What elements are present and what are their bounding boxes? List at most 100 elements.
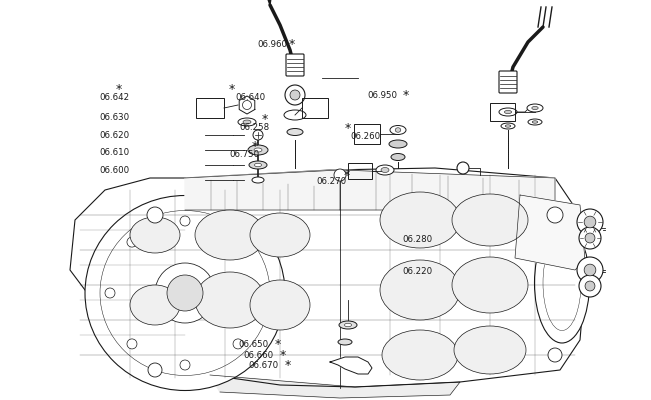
Ellipse shape: [243, 120, 251, 124]
Circle shape: [127, 339, 137, 349]
Text: 06.620: 06.620: [99, 131, 129, 140]
Circle shape: [285, 85, 305, 105]
Text: 06.280: 06.280: [402, 235, 432, 244]
Circle shape: [180, 360, 190, 370]
Ellipse shape: [85, 196, 285, 390]
Circle shape: [255, 288, 265, 298]
Text: *: *: [251, 140, 258, 153]
Circle shape: [548, 348, 562, 362]
Circle shape: [105, 288, 115, 298]
Circle shape: [147, 207, 163, 223]
Circle shape: [457, 162, 469, 174]
Ellipse shape: [389, 140, 407, 148]
Text: *: *: [345, 122, 352, 135]
Ellipse shape: [376, 165, 394, 175]
Text: 06.220: 06.220: [402, 267, 432, 276]
Ellipse shape: [339, 321, 357, 329]
Polygon shape: [239, 96, 255, 114]
FancyBboxPatch shape: [499, 71, 517, 93]
Ellipse shape: [505, 110, 512, 114]
Ellipse shape: [452, 257, 528, 313]
Ellipse shape: [287, 128, 303, 136]
FancyBboxPatch shape: [286, 54, 304, 76]
Circle shape: [547, 207, 563, 223]
Ellipse shape: [391, 154, 405, 160]
Text: *: *: [285, 359, 292, 372]
Ellipse shape: [255, 163, 262, 167]
Text: *: *: [344, 169, 350, 182]
Ellipse shape: [250, 213, 310, 257]
Ellipse shape: [382, 330, 458, 380]
Text: 06.960: 06.960: [257, 40, 287, 49]
Ellipse shape: [527, 104, 543, 112]
Text: *: *: [288, 38, 295, 51]
Circle shape: [577, 209, 603, 235]
Ellipse shape: [249, 161, 267, 169]
Ellipse shape: [454, 326, 526, 374]
Ellipse shape: [195, 272, 265, 328]
Text: 06.750: 06.750: [229, 150, 259, 159]
Text: *: *: [262, 114, 268, 126]
Polygon shape: [340, 170, 555, 210]
Ellipse shape: [250, 280, 310, 330]
Text: 06.650: 06.650: [238, 340, 268, 349]
Ellipse shape: [130, 285, 180, 325]
Circle shape: [334, 169, 346, 181]
Ellipse shape: [533, 121, 538, 123]
Text: *: *: [280, 349, 286, 362]
Ellipse shape: [501, 123, 515, 129]
Ellipse shape: [284, 110, 306, 120]
Circle shape: [579, 275, 601, 297]
Ellipse shape: [252, 177, 264, 183]
Circle shape: [155, 263, 215, 323]
Polygon shape: [515, 195, 585, 270]
Ellipse shape: [499, 108, 517, 116]
Text: 06.270: 06.270: [316, 177, 346, 186]
Text: 06.630: 06.630: [99, 113, 129, 122]
Ellipse shape: [381, 168, 389, 172]
Ellipse shape: [532, 106, 538, 110]
Text: *: *: [275, 338, 281, 351]
Circle shape: [577, 257, 603, 283]
Ellipse shape: [338, 339, 352, 345]
Ellipse shape: [452, 194, 528, 246]
Circle shape: [290, 90, 300, 100]
Ellipse shape: [505, 125, 511, 127]
Ellipse shape: [534, 223, 590, 343]
Polygon shape: [70, 168, 585, 387]
Text: *: *: [116, 83, 122, 96]
Circle shape: [584, 264, 596, 276]
Circle shape: [585, 281, 595, 291]
Circle shape: [233, 237, 243, 247]
Circle shape: [127, 237, 137, 247]
Ellipse shape: [380, 260, 460, 320]
Ellipse shape: [195, 210, 265, 260]
Ellipse shape: [390, 126, 406, 134]
Circle shape: [253, 130, 263, 140]
Circle shape: [167, 275, 203, 311]
Text: 06.600: 06.600: [99, 166, 129, 175]
Ellipse shape: [344, 323, 352, 327]
Polygon shape: [210, 375, 460, 398]
Circle shape: [180, 216, 190, 226]
Text: 06.660: 06.660: [243, 351, 273, 360]
Text: *: *: [402, 89, 409, 102]
Text: 06.260: 06.260: [350, 132, 380, 141]
Text: 06.640: 06.640: [236, 93, 266, 102]
Circle shape: [233, 339, 243, 349]
Text: 06.610: 06.610: [99, 148, 129, 157]
Text: 06.670: 06.670: [249, 361, 279, 370]
Ellipse shape: [528, 119, 542, 125]
Polygon shape: [330, 357, 372, 374]
Circle shape: [584, 216, 596, 228]
Polygon shape: [185, 170, 340, 210]
Circle shape: [579, 227, 601, 249]
Circle shape: [585, 233, 595, 243]
Circle shape: [148, 363, 162, 377]
Text: *: *: [229, 83, 236, 96]
Ellipse shape: [380, 192, 460, 248]
Ellipse shape: [248, 145, 268, 155]
Ellipse shape: [395, 128, 401, 132]
Text: 06.642: 06.642: [99, 93, 129, 102]
Text: 06.950: 06.950: [368, 91, 398, 100]
